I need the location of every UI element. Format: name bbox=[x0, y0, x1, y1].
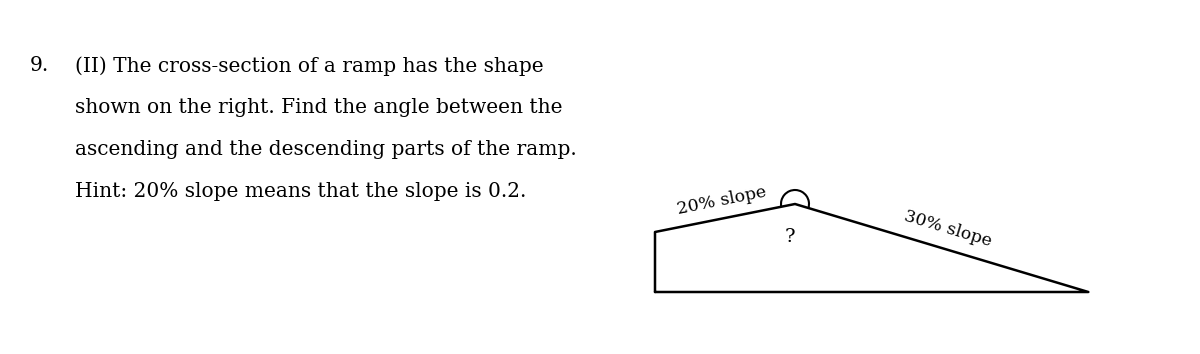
Text: Hint: 20% slope means that the slope is 0.2.: Hint: 20% slope means that the slope is … bbox=[74, 182, 527, 201]
Text: (II) The cross-section of a ramp has the shape: (II) The cross-section of a ramp has the… bbox=[74, 56, 544, 76]
Text: 20% slope: 20% slope bbox=[676, 183, 768, 218]
Text: 9.: 9. bbox=[30, 56, 49, 75]
Text: 30% slope: 30% slope bbox=[901, 208, 994, 250]
Text: ascending and the descending parts of the ramp.: ascending and the descending parts of th… bbox=[74, 140, 577, 159]
Text: shown on the right. Find the angle between the: shown on the right. Find the angle betwe… bbox=[74, 98, 563, 117]
Text: ?: ? bbox=[785, 228, 796, 246]
